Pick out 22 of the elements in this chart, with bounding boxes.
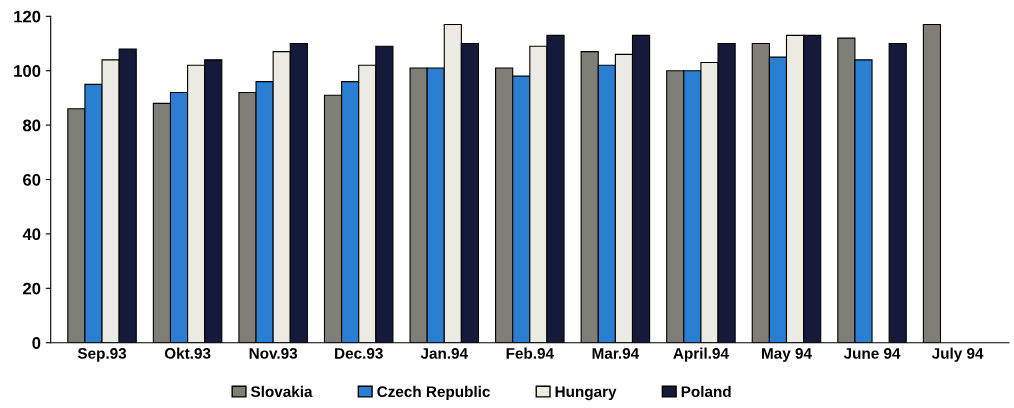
- x-tick-label: July 94: [931, 347, 984, 362]
- legend-label: Hungary: [555, 386, 617, 401]
- y-tick-label: 40: [22, 228, 41, 241]
- y-tick-label: 60: [23, 173, 41, 186]
- legend-label: Czech Republic: [377, 385, 490, 401]
- x-tick-label: Okt.93: [164, 347, 211, 359]
- x-tick-label: Jan.94: [420, 347, 468, 359]
- legend-label: Poland: [681, 385, 731, 398]
- y-tick-label: 120: [14, 10, 41, 23]
- legend-label: Slovakia: [250, 385, 313, 398]
- y-tick-label: 20: [23, 282, 41, 295]
- x-tick-label: May 94: [762, 347, 812, 362]
- x-tick-label: Feb.94: [506, 347, 554, 359]
- x-tick-label: Nov.93: [249, 347, 298, 359]
- y-tick-label: 0: [32, 337, 41, 349]
- x-tick-label: Mar.94: [592, 347, 640, 359]
- y-tick-label: 100: [14, 65, 41, 77]
- x-tick-label: April.94: [673, 347, 729, 362]
- y-tick-label: 80: [22, 119, 41, 132]
- x-tick-label: Sep.93: [77, 347, 127, 362]
- x-tick-label: June 94: [843, 347, 901, 359]
- x-tick-label: Dec.93: [335, 347, 383, 359]
